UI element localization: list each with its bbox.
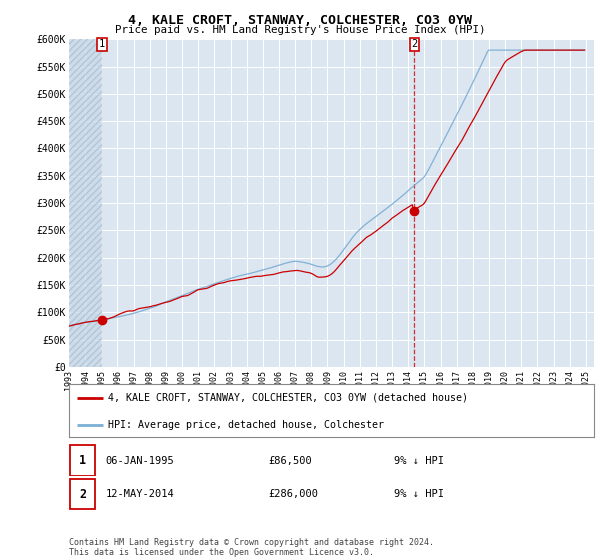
Text: 2: 2 <box>79 488 86 501</box>
FancyBboxPatch shape <box>70 445 95 476</box>
Text: HPI: Average price, detached house, Colchester: HPI: Average price, detached house, Colc… <box>109 420 385 430</box>
Text: 12-MAY-2014: 12-MAY-2014 <box>106 489 175 499</box>
Text: £86,500: £86,500 <box>269 456 312 465</box>
Text: 2: 2 <box>411 39 418 49</box>
Text: £286,000: £286,000 <box>269 489 319 499</box>
Text: 9% ↓ HPI: 9% ↓ HPI <box>395 489 445 499</box>
Text: 4, KALE CROFT, STANWAY, COLCHESTER, CO3 0YW (detached house): 4, KALE CROFT, STANWAY, COLCHESTER, CO3 … <box>109 393 469 403</box>
Text: 1: 1 <box>99 39 105 49</box>
FancyBboxPatch shape <box>70 479 95 510</box>
Text: Price paid vs. HM Land Registry's House Price Index (HPI): Price paid vs. HM Land Registry's House … <box>115 25 485 35</box>
Text: 4, KALE CROFT, STANWAY, COLCHESTER, CO3 0YW: 4, KALE CROFT, STANWAY, COLCHESTER, CO3 … <box>128 14 472 27</box>
Text: 9% ↓ HPI: 9% ↓ HPI <box>395 456 445 465</box>
Text: 06-JAN-1995: 06-JAN-1995 <box>106 456 175 465</box>
Bar <box>69 39 102 367</box>
Text: 1: 1 <box>79 454 86 467</box>
Text: Contains HM Land Registry data © Crown copyright and database right 2024.
This d: Contains HM Land Registry data © Crown c… <box>69 538 434 557</box>
